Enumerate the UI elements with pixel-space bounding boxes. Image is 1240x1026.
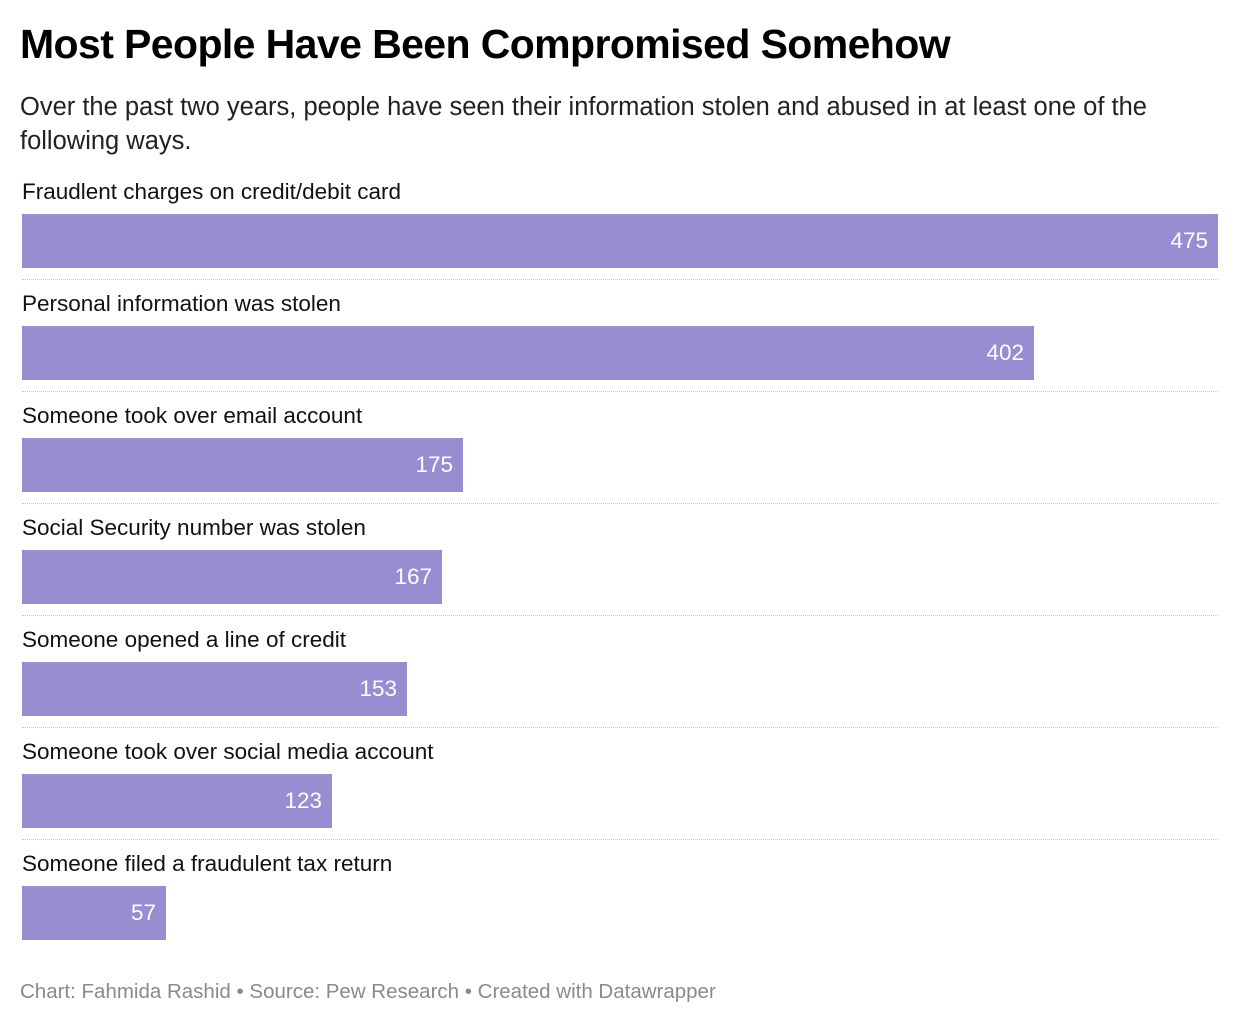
category-label: Someone filed a fraudulent tax return: [22, 851, 393, 876]
bar-value-label: 402: [986, 340, 1024, 365]
bar-value-label: 475: [1170, 228, 1208, 253]
footer-separator: •: [236, 980, 244, 1003]
category-label: Someone took over email account: [22, 403, 363, 428]
bar: 402: [22, 326, 1034, 380]
chart-title: Most People Have Been Compromised Someho…: [20, 21, 951, 67]
row-separator: [22, 503, 1218, 504]
row-separator: [22, 615, 1218, 616]
category-label: Someone took over social media account: [22, 739, 434, 764]
footer-separator: •: [464, 980, 472, 1003]
category-label: Personal information was stolen: [22, 291, 341, 316]
chart-subtitle: Over the past two years, people have see…: [20, 93, 1147, 155]
bar: 167: [22, 550, 442, 604]
bar: 123: [22, 774, 332, 828]
chart-credit: Chart: Fahmida Rashid: [20, 980, 231, 1003]
category-label: Fraudlent charges on credit/debit card: [22, 179, 401, 204]
bar-value-label: 57: [130, 900, 156, 925]
datawrapper-link[interactable]: Created with Datawrapper: [477, 980, 716, 1003]
row-separator: [22, 727, 1218, 728]
bar-value-label: 175: [415, 452, 453, 477]
category-label: Social Security number was stolen: [22, 515, 366, 540]
bar: 153: [22, 662, 407, 716]
source-link[interactable]: Source: Pew Research: [249, 980, 460, 1003]
bar-value-label: 123: [284, 788, 322, 813]
bar: 175: [22, 438, 463, 492]
row-separator: [22, 839, 1218, 840]
bar: 57: [22, 886, 166, 940]
row-separator: [22, 279, 1218, 280]
bar-value-label: 167: [394, 564, 432, 589]
category-label: Someone opened a line of credit: [22, 627, 346, 652]
row-separator: [22, 391, 1218, 392]
bar-value-label: 153: [359, 676, 397, 701]
chart-footer: Chart: Fahmida Rashid • Source: Pew Rese…: [20, 978, 716, 1006]
bar: 475: [22, 214, 1218, 268]
